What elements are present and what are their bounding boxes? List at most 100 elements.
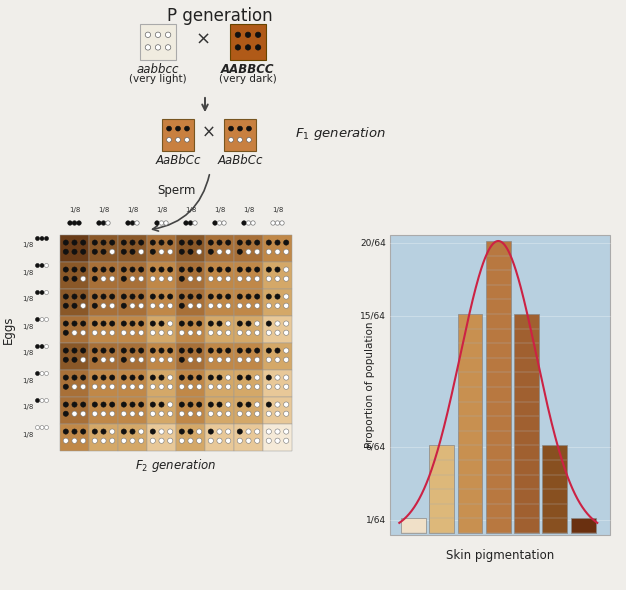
Circle shape (188, 330, 193, 335)
Circle shape (130, 411, 135, 417)
Circle shape (275, 294, 280, 299)
Circle shape (36, 345, 39, 349)
Bar (486, 241, 511, 533)
Circle shape (238, 137, 242, 142)
Circle shape (284, 402, 289, 407)
Circle shape (255, 438, 260, 443)
Text: Proportion of population: Proportion of population (365, 322, 375, 448)
Bar (263, 424, 292, 451)
Bar (234, 343, 263, 370)
Circle shape (110, 402, 115, 407)
Circle shape (36, 317, 39, 322)
Circle shape (284, 429, 289, 434)
Circle shape (188, 411, 193, 417)
Circle shape (92, 321, 98, 326)
Circle shape (225, 294, 231, 299)
Circle shape (255, 330, 260, 335)
Circle shape (130, 375, 135, 380)
Circle shape (121, 267, 126, 272)
Circle shape (130, 294, 135, 299)
Circle shape (101, 303, 106, 309)
Circle shape (188, 429, 193, 434)
Circle shape (36, 398, 39, 402)
Bar (147, 370, 176, 397)
Circle shape (130, 357, 135, 362)
Circle shape (246, 330, 251, 335)
Circle shape (130, 330, 135, 335)
Circle shape (81, 240, 86, 245)
Circle shape (188, 357, 193, 362)
Text: AABBCC: AABBCC (221, 63, 275, 76)
Circle shape (284, 321, 289, 326)
Circle shape (222, 221, 226, 225)
Circle shape (150, 411, 155, 417)
Circle shape (121, 321, 126, 326)
Circle shape (237, 249, 242, 254)
Bar (147, 343, 176, 370)
Circle shape (217, 402, 222, 407)
Text: Eggs: Eggs (1, 315, 14, 344)
Circle shape (81, 348, 86, 353)
Circle shape (63, 276, 68, 281)
Bar (89, 424, 118, 451)
Circle shape (237, 348, 242, 353)
Circle shape (150, 402, 155, 407)
Bar (89, 262, 118, 289)
Circle shape (92, 411, 98, 417)
Circle shape (179, 303, 185, 309)
Bar (263, 316, 292, 343)
Circle shape (188, 348, 193, 353)
Circle shape (101, 357, 106, 362)
Circle shape (237, 321, 242, 326)
Circle shape (121, 249, 126, 254)
Circle shape (266, 321, 272, 326)
Circle shape (168, 276, 173, 281)
Circle shape (167, 137, 172, 142)
Circle shape (284, 411, 289, 417)
Circle shape (266, 384, 272, 389)
Circle shape (255, 45, 261, 50)
Bar (205, 397, 234, 424)
Circle shape (188, 221, 193, 225)
Circle shape (92, 357, 98, 362)
Circle shape (197, 249, 202, 254)
Circle shape (101, 429, 106, 434)
Circle shape (72, 221, 77, 225)
Circle shape (168, 438, 173, 443)
Circle shape (145, 45, 151, 50)
Text: $F_1$ generation: $F_1$ generation (295, 124, 386, 142)
Circle shape (159, 375, 164, 380)
Circle shape (237, 429, 242, 434)
Circle shape (246, 303, 251, 309)
Circle shape (72, 429, 77, 434)
Circle shape (81, 321, 86, 326)
Circle shape (63, 240, 68, 245)
Circle shape (168, 375, 173, 380)
Circle shape (63, 402, 68, 407)
Circle shape (81, 357, 86, 362)
Text: 1/8: 1/8 (214, 207, 225, 213)
Circle shape (101, 375, 106, 380)
Text: 1/8: 1/8 (127, 207, 138, 213)
Circle shape (81, 330, 86, 335)
Circle shape (284, 294, 289, 299)
Circle shape (284, 249, 289, 254)
Circle shape (179, 375, 185, 380)
Circle shape (150, 384, 155, 389)
Circle shape (197, 411, 202, 417)
Circle shape (197, 438, 202, 443)
Circle shape (150, 303, 155, 309)
Circle shape (110, 429, 115, 434)
Circle shape (255, 429, 260, 434)
Bar (176, 316, 205, 343)
Circle shape (176, 137, 180, 142)
Circle shape (72, 276, 77, 281)
Circle shape (63, 294, 68, 299)
Circle shape (40, 290, 44, 294)
Circle shape (138, 249, 144, 254)
Circle shape (159, 267, 164, 272)
Circle shape (179, 438, 185, 443)
Circle shape (40, 345, 44, 349)
Circle shape (225, 276, 231, 281)
Circle shape (165, 32, 171, 38)
